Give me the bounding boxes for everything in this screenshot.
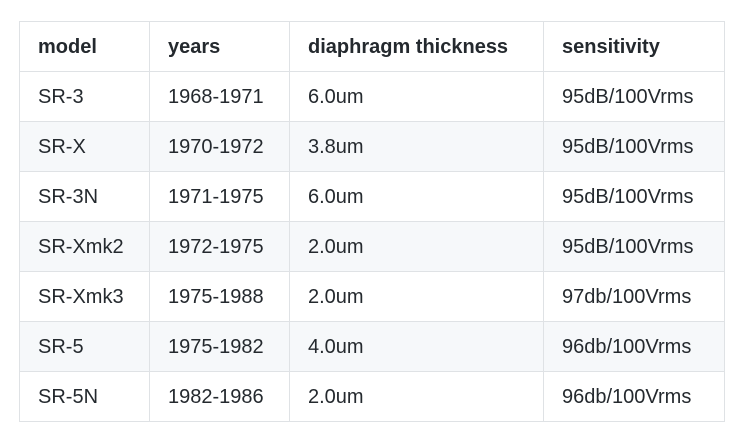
cell-years: 1975-1988 xyxy=(149,271,290,322)
cell-sensitivity: 95dB/100Vrms xyxy=(543,221,725,272)
cell-diaphragm-thickness: 2.0um xyxy=(289,271,544,322)
cell-model: SR-Xmk3 xyxy=(19,271,150,322)
header-model: model xyxy=(19,21,150,72)
header-row: model years diaphragm thickness sensitiv… xyxy=(19,21,725,72)
cell-years: 1972-1975 xyxy=(149,221,290,272)
table-row: SR-3 1968-1971 6.0um 95dB/100Vrms xyxy=(19,71,725,122)
cell-sensitivity: 96db/100Vrms xyxy=(543,321,725,372)
header-diaphragm-thickness: diaphragm thickness xyxy=(289,21,544,72)
table-row: SR-X 1970-1972 3.8um 95dB/100Vrms xyxy=(19,121,725,172)
cell-sensitivity: 97db/100Vrms xyxy=(543,271,725,322)
cell-years: 1971-1975 xyxy=(149,171,290,222)
cell-diaphragm-thickness: 2.0um xyxy=(289,221,544,272)
cell-sensitivity: 95dB/100Vrms xyxy=(543,121,725,172)
cell-model: SR-Xmk2 xyxy=(19,221,150,272)
cell-years: 1970-1972 xyxy=(149,121,290,172)
cell-model: SR-3 xyxy=(19,71,150,122)
table-header: model years diaphragm thickness sensitiv… xyxy=(19,21,725,72)
cell-model: SR-X xyxy=(19,121,150,172)
cell-sensitivity: 95dB/100Vrms xyxy=(543,171,725,222)
cell-years: 1982-1986 xyxy=(149,371,290,422)
table-row: SR-5N 1982-1986 2.0um 96db/100Vrms xyxy=(19,371,725,422)
header-sensitivity: sensitivity xyxy=(543,21,725,72)
cell-diaphragm-thickness: 4.0um xyxy=(289,321,544,372)
cell-years: 1968-1971 xyxy=(149,71,290,122)
spec-table: model years diaphragm thickness sensitiv… xyxy=(19,21,725,422)
cell-model: SR-5 xyxy=(19,321,150,372)
header-years: years xyxy=(149,21,290,72)
cell-years: 1975-1982 xyxy=(149,321,290,372)
table-row: SR-Xmk2 1972-1975 2.0um 95dB/100Vrms xyxy=(19,221,725,272)
cell-diaphragm-thickness: 6.0um xyxy=(289,171,544,222)
cell-sensitivity: 95dB/100Vrms xyxy=(543,71,725,122)
table-body: SR-3 1968-1971 6.0um 95dB/100Vrms SR-X 1… xyxy=(19,71,725,422)
cell-diaphragm-thickness: 3.8um xyxy=(289,121,544,172)
table-row: SR-3N 1971-1975 6.0um 95dB/100Vrms xyxy=(19,171,725,222)
cell-sensitivity: 96db/100Vrms xyxy=(543,371,725,422)
cell-diaphragm-thickness: 2.0um xyxy=(289,371,544,422)
cell-diaphragm-thickness: 6.0um xyxy=(289,71,544,122)
cell-model: SR-5N xyxy=(19,371,150,422)
cell-model: SR-3N xyxy=(19,171,150,222)
table-row: SR-Xmk3 1975-1988 2.0um 97db/100Vrms xyxy=(19,271,725,322)
table-row: SR-5 1975-1982 4.0um 96db/100Vrms xyxy=(19,321,725,372)
